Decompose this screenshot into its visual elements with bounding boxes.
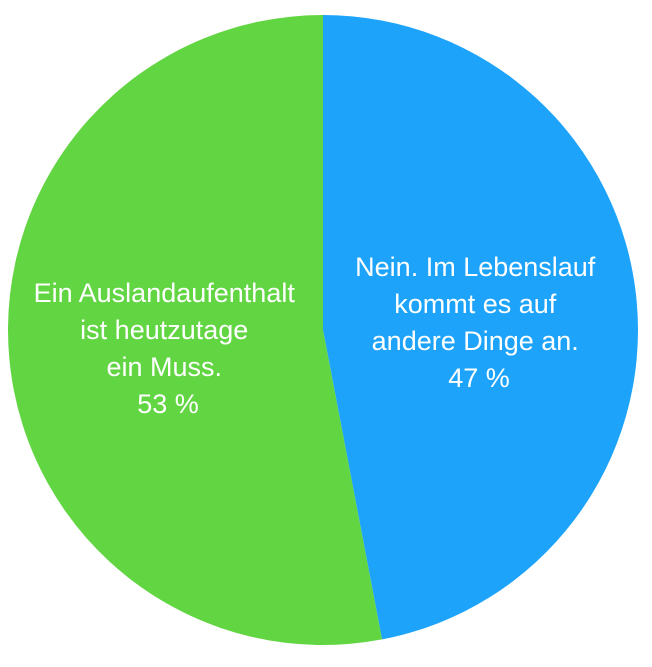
slice-label-nein-line-1: Nein. Im Lebenslauf xyxy=(355,252,596,282)
pie-labels: Nein. Im Lebenslauf kommt es auf andere … xyxy=(34,252,603,419)
slice-label-muss-line-1: Ein Auslandaufenthalt xyxy=(34,278,296,308)
slice-value-nein: 47 % xyxy=(448,363,510,393)
slice-label-nein-line-2: kommt es auf xyxy=(394,289,557,319)
pie-slices xyxy=(7,15,638,645)
slice-label-nein-line-3: andere Dinge an. xyxy=(372,326,579,356)
slice-label-muss-line-2: ist heutzutage xyxy=(80,315,248,345)
slice-nein xyxy=(323,15,638,640)
slice-label-muss: Ein Auslandaufenthalt ist heutzutage ein… xyxy=(34,278,303,419)
slice-label-nein: Nein. Im Lebenslauf kommt es auf andere … xyxy=(355,252,603,393)
slice-label-muss-line-3: ein Muss. xyxy=(106,352,222,382)
slice-value-muss: 53 % xyxy=(137,389,199,419)
slice-muss xyxy=(7,15,383,645)
